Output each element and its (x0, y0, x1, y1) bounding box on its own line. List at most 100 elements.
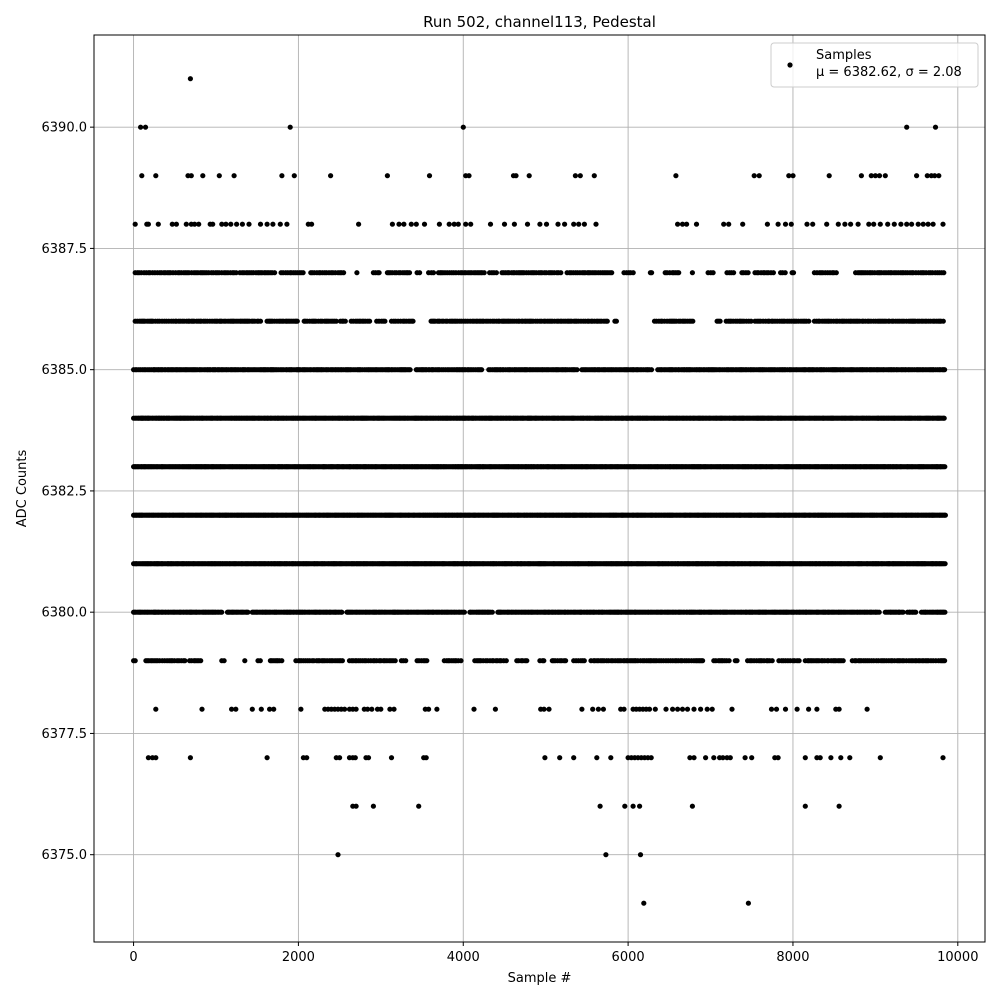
data-point (239, 221, 245, 227)
data-point (216, 173, 222, 179)
data-point (219, 609, 225, 615)
data-point (173, 221, 179, 227)
data-point (300, 270, 306, 276)
data-point (264, 221, 270, 227)
data-point (609, 270, 615, 276)
data-point (751, 173, 757, 179)
data-point (188, 173, 194, 179)
data-point (790, 173, 796, 179)
data-point (493, 270, 499, 276)
data-point (835, 221, 841, 227)
data-point (145, 221, 151, 227)
data-point (228, 221, 234, 227)
data-point (309, 221, 315, 227)
data-point (524, 221, 531, 227)
data-point (294, 318, 300, 324)
data-point (576, 221, 582, 227)
data-point (649, 270, 655, 276)
data-point (231, 173, 237, 179)
data-point (376, 270, 382, 276)
data-point (481, 270, 487, 276)
data-point (858, 173, 865, 179)
data-point (354, 270, 360, 276)
data-point (142, 124, 149, 130)
data-point (196, 221, 202, 227)
data-point (782, 270, 788, 276)
data-point (630, 270, 636, 276)
data-point (421, 221, 428, 227)
data-point (604, 318, 610, 324)
data-point (183, 221, 189, 227)
data-point (930, 221, 936, 227)
data-point (382, 318, 388, 324)
data-point (574, 367, 580, 373)
data-point (571, 221, 577, 227)
data-point (679, 221, 686, 227)
data-point (511, 221, 517, 227)
data-point (788, 221, 794, 227)
data-point (726, 221, 732, 227)
data-point (806, 318, 812, 324)
data-point (690, 318, 696, 324)
data-point (826, 173, 832, 179)
data-point (871, 221, 877, 227)
data-point (748, 318, 754, 324)
data-point (291, 173, 297, 179)
data-point (717, 318, 723, 324)
data-point (868, 173, 874, 179)
data-point (410, 318, 416, 324)
data-point (333, 318, 339, 324)
data-point (233, 270, 239, 276)
data-point (408, 221, 414, 227)
data-point (920, 221, 926, 227)
data-point (389, 221, 395, 227)
data-point (342, 318, 348, 324)
data-point (613, 318, 620, 324)
data-point (169, 221, 175, 227)
data-point (786, 173, 792, 179)
data-point (942, 561, 948, 567)
data-point (942, 464, 948, 470)
data-point (200, 173, 206, 179)
data-point (693, 221, 700, 227)
data-point (810, 221, 816, 227)
data-point (876, 173, 883, 179)
data-point (721, 221, 727, 227)
data-point (187, 76, 193, 82)
data-point (804, 221, 810, 227)
data-point (279, 173, 285, 179)
data-point (153, 173, 159, 179)
data-point (223, 221, 229, 227)
data-point (790, 270, 797, 276)
data-point (210, 221, 216, 227)
data-point (689, 270, 696, 276)
data-point (572, 173, 579, 179)
data-point (872, 173, 879, 179)
data-point (942, 512, 949, 518)
data-point (455, 221, 461, 227)
data-point (675, 221, 681, 227)
data-point (487, 221, 494, 227)
data-point (740, 221, 746, 227)
data-point (782, 221, 789, 227)
data-point (775, 221, 781, 227)
data-point (132, 221, 138, 227)
data-point (513, 173, 519, 179)
data-point (855, 221, 861, 227)
data-point (932, 124, 939, 130)
data-point (287, 124, 293, 130)
data-point (192, 221, 198, 227)
data-point (848, 221, 854, 227)
data-point (577, 173, 583, 179)
data-point (877, 221, 883, 227)
data-point (925, 221, 931, 227)
data-point (731, 270, 737, 276)
data-point (555, 221, 561, 227)
data-point (257, 221, 264, 227)
data-point (673, 173, 679, 179)
data-point (591, 173, 597, 179)
data-point (270, 221, 276, 227)
data-point (461, 609, 467, 615)
